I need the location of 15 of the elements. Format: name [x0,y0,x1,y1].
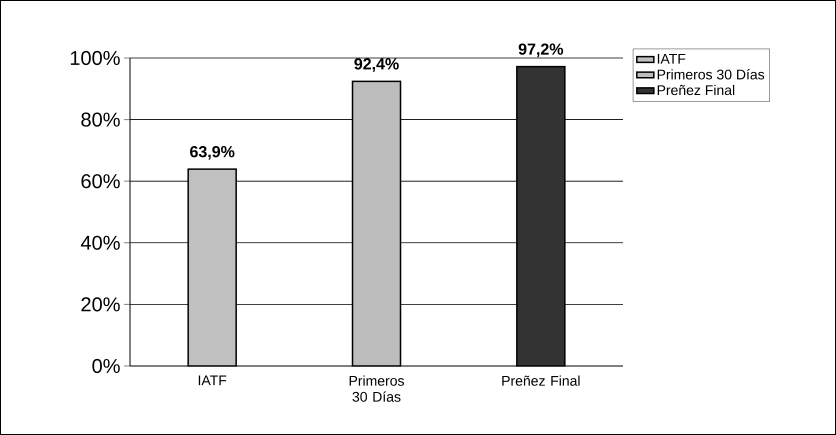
y-tick-label: 0% [92,358,120,374]
data-label: 92,4% [354,58,399,72]
y-tick-label: 40% [80,236,120,250]
y-tick-label: 80% [81,112,120,127]
y-tick-label: 100% [70,50,120,66]
y-tick-label: 60% [81,174,120,188]
legend-label: Preñez Final [658,84,734,96]
y-tick-label: 20% [81,297,120,312]
data-label: 97,2% [518,43,564,58]
x-tick-label: IATF [198,376,226,386]
data-label: 63,9% [190,146,234,160]
x-tick-label: Preñez Final [502,376,580,386]
x-tick-label: Primeros 30 Días [350,376,404,402]
legend-label: IATF [658,54,686,64]
legend-label: Primeros 30 Días [658,69,764,80]
